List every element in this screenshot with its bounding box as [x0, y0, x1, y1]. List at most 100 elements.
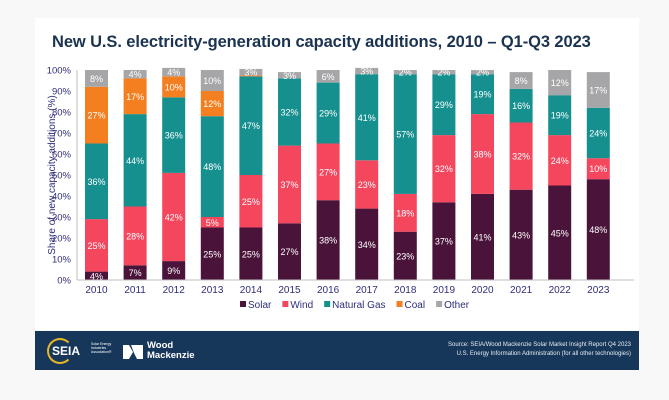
x-tick-label: 2022 — [549, 285, 572, 296]
bar-solar-2012 — [162, 261, 186, 280]
bar-solar-2016 — [316, 200, 340, 280]
legend-swatch-natural-gas — [324, 301, 331, 307]
y-tick-label: 20% — [52, 234, 72, 245]
bar-wind-2017 — [355, 160, 379, 209]
data-label: 9% — [167, 266, 180, 276]
data-label: 27% — [319, 167, 337, 177]
seia-logo: SEIA Solar Energy Industries Association… — [47, 338, 117, 364]
data-label: 19% — [551, 111, 569, 121]
bar-natural-gas-2012 — [162, 97, 186, 173]
bar-wind-2019 — [432, 135, 456, 203]
y-tick-label: 70% — [52, 129, 72, 140]
bar-wind-2018 — [393, 193, 417, 232]
bar-other-2014 — [239, 68, 263, 76]
data-label: 57% — [396, 130, 414, 140]
bar-wind-2023 — [586, 158, 610, 180]
bar-other-2021 — [509, 72, 533, 89]
x-tick-label: 2014 — [240, 285, 263, 296]
bar-solar-2017 — [355, 208, 379, 280]
bar-coal-2013 — [200, 91, 224, 117]
legend-swatch-wind — [282, 301, 289, 307]
data-label: 4% — [90, 271, 103, 281]
data-label: 48% — [589, 225, 607, 235]
bar-solar-2022 — [548, 185, 572, 280]
data-label: 32% — [435, 164, 453, 174]
legend-label: Other — [444, 300, 470, 311]
bar-coal-2014 — [239, 75, 263, 77]
data-label: 10% — [589, 164, 607, 174]
legend-swatch-coal — [396, 301, 403, 307]
bar-wind-2013 — [200, 217, 224, 228]
y-axis-label: Share of new capacity additions (%) — [47, 95, 58, 255]
data-label: 5% — [206, 218, 219, 228]
data-label: 36% — [165, 131, 183, 141]
seia-sun-icon — [47, 338, 73, 364]
data-label: 48% — [203, 162, 221, 172]
data-label: 10% — [203, 76, 221, 86]
seia-logo-subtitle: Solar Energy Industries Association® — [91, 342, 112, 354]
data-label: 44% — [126, 156, 144, 166]
data-label: 18% — [396, 208, 414, 218]
data-label: 29% — [319, 109, 337, 119]
data-label: 41% — [473, 232, 491, 242]
data-label: 17% — [126, 92, 144, 102]
bar-other-2010 — [85, 70, 108, 87]
stacked-bar-chart: 0% 10% 20% 30% 40% 50% 60% 70% 80% 90% 100% 4% 25% 3… — [47, 66, 634, 311]
source-note: Source: SEIA/Wood Mackenzie Solar Market… — [448, 341, 631, 359]
data-label: 2% — [476, 68, 489, 78]
data-label: 43% — [512, 230, 530, 240]
x-tick-label: 2011 — [124, 285, 146, 296]
wood-mackenzie-logo: Wood Mackenzie — [123, 341, 213, 363]
bar-other-2023 — [586, 72, 610, 108]
data-label: 25% — [242, 249, 260, 259]
bar-other-2018 — [393, 70, 417, 75]
data-label: 34% — [358, 240, 376, 250]
data-label: 37% — [435, 237, 453, 247]
data-label: 41% — [358, 113, 376, 123]
legend-label: Coal — [405, 300, 426, 311]
data-label: 23% — [396, 251, 414, 261]
data-label: 2% — [399, 68, 412, 78]
data-label: 2% — [437, 68, 450, 78]
x-tick-label: 2015 — [278, 285, 301, 296]
data-label: 25% — [203, 249, 221, 259]
data-label: 47% — [242, 121, 260, 131]
y-tick-label: 30% — [52, 213, 72, 224]
bar-natural-gas-2021 — [509, 88, 533, 123]
x-tick-label: 2020 — [471, 285, 494, 296]
y-tick-label: 50% — [52, 171, 72, 182]
x-tick-label: 2012 — [163, 285, 186, 296]
y-tick-label: 40% — [52, 192, 72, 203]
source-line-1: Source: SEIA/Wood Mackenzie Solar Market… — [448, 342, 631, 348]
legend-swatch-other — [436, 301, 443, 307]
bar-natural-gas-2017 — [355, 74, 379, 161]
data-label: 8% — [515, 76, 528, 86]
data-label: 16% — [512, 101, 530, 111]
legend-label: Natural Gas — [332, 300, 385, 311]
wm-logo-line2: Mackenzie — [147, 349, 195, 361]
data-label: 24% — [589, 129, 607, 139]
bar-solar-2019 — [432, 202, 456, 280]
data-label: 7% — [129, 268, 142, 278]
bar-other-2013 — [200, 70, 224, 91]
data-label: 37% — [280, 180, 298, 190]
source-line-2: U.S. Energy Information Administration (… — [456, 351, 631, 357]
footer-bar: SEIA Solar Energy Industries Association… — [35, 331, 639, 370]
data-label: 12% — [203, 99, 221, 109]
legend-swatch-solar — [240, 301, 246, 307]
bar-wind-2015 — [278, 145, 301, 224]
data-label: 6% — [322, 72, 335, 82]
bar-natural-gas-2018 — [393, 74, 417, 194]
data-label: 32% — [280, 108, 298, 118]
bar-natural-gas-2013 — [200, 116, 224, 217]
data-label: 4% — [129, 70, 142, 80]
y-tick-label: 60% — [52, 150, 72, 161]
y-tick-label: 80% — [52, 108, 72, 119]
seia-logo-text: SEIA — [52, 344, 81, 358]
bar-wind-2020 — [471, 114, 494, 194]
bar-natural-gas-2010 — [85, 143, 108, 220]
data-label: 4% — [167, 68, 180, 78]
x-tick-label: 2013 — [201, 285, 224, 296]
bars: 4% 25% 36% 27% 8% 7% 28% 44% 17% 4% 9% 42% 36% 10% 4% 2… — [85, 67, 610, 281]
bar-natural-gas-2019 — [432, 74, 456, 136]
